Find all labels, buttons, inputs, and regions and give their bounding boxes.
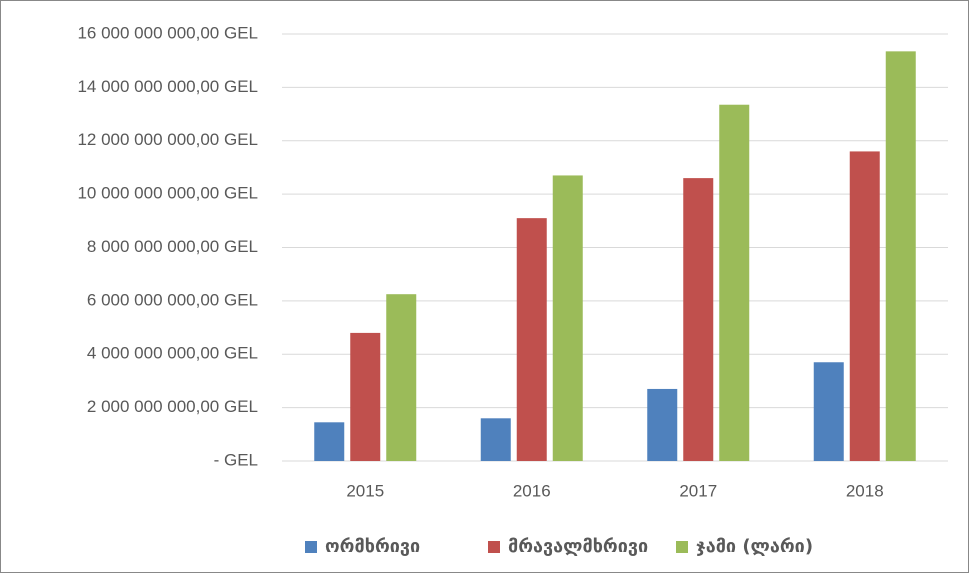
y-tick-label: 6 000 000 000,00 GEL (87, 290, 258, 309)
bar (314, 422, 345, 461)
legend-swatch (305, 541, 317, 553)
y-tick-label: 4 000 000 000,00 GEL (87, 344, 258, 363)
y-tick-label: - GEL (214, 450, 258, 469)
y-tick-label: 10 000 000 000,00 GEL (77, 184, 258, 203)
x-tick-label: 2015 (346, 481, 384, 500)
x-tick-label: 2017 (679, 481, 717, 500)
x-tick-label: 2016 (513, 481, 551, 500)
bar (647, 388, 678, 461)
bar (683, 178, 714, 462)
bar (552, 175, 583, 461)
legend-label: მრავალმხრივი (508, 536, 648, 557)
y-tick-label: 14 000 000 000,00 GEL (77, 77, 258, 96)
bar (350, 332, 381, 461)
legend-swatch (488, 541, 500, 553)
y-tick-label: 12 000 000 000,00 GEL (77, 130, 258, 149)
y-tick-label: 16 000 000 000,00 GEL (77, 23, 258, 42)
y-tick-label: 8 000 000 000,00 GEL (87, 237, 258, 256)
bar (480, 418, 511, 461)
bar (885, 51, 916, 462)
legend-label: ორმხრივი (325, 536, 420, 557)
legend-label: ჯამი (ლარი) (696, 536, 813, 557)
bar (516, 218, 547, 461)
bar (813, 362, 844, 461)
bar (849, 151, 880, 462)
y-tick-label: 2 000 000 000,00 GEL (87, 397, 258, 416)
bar (719, 104, 750, 462)
bar (386, 294, 417, 461)
x-tick-label: 2018 (846, 481, 884, 500)
legend-swatch (676, 541, 688, 553)
